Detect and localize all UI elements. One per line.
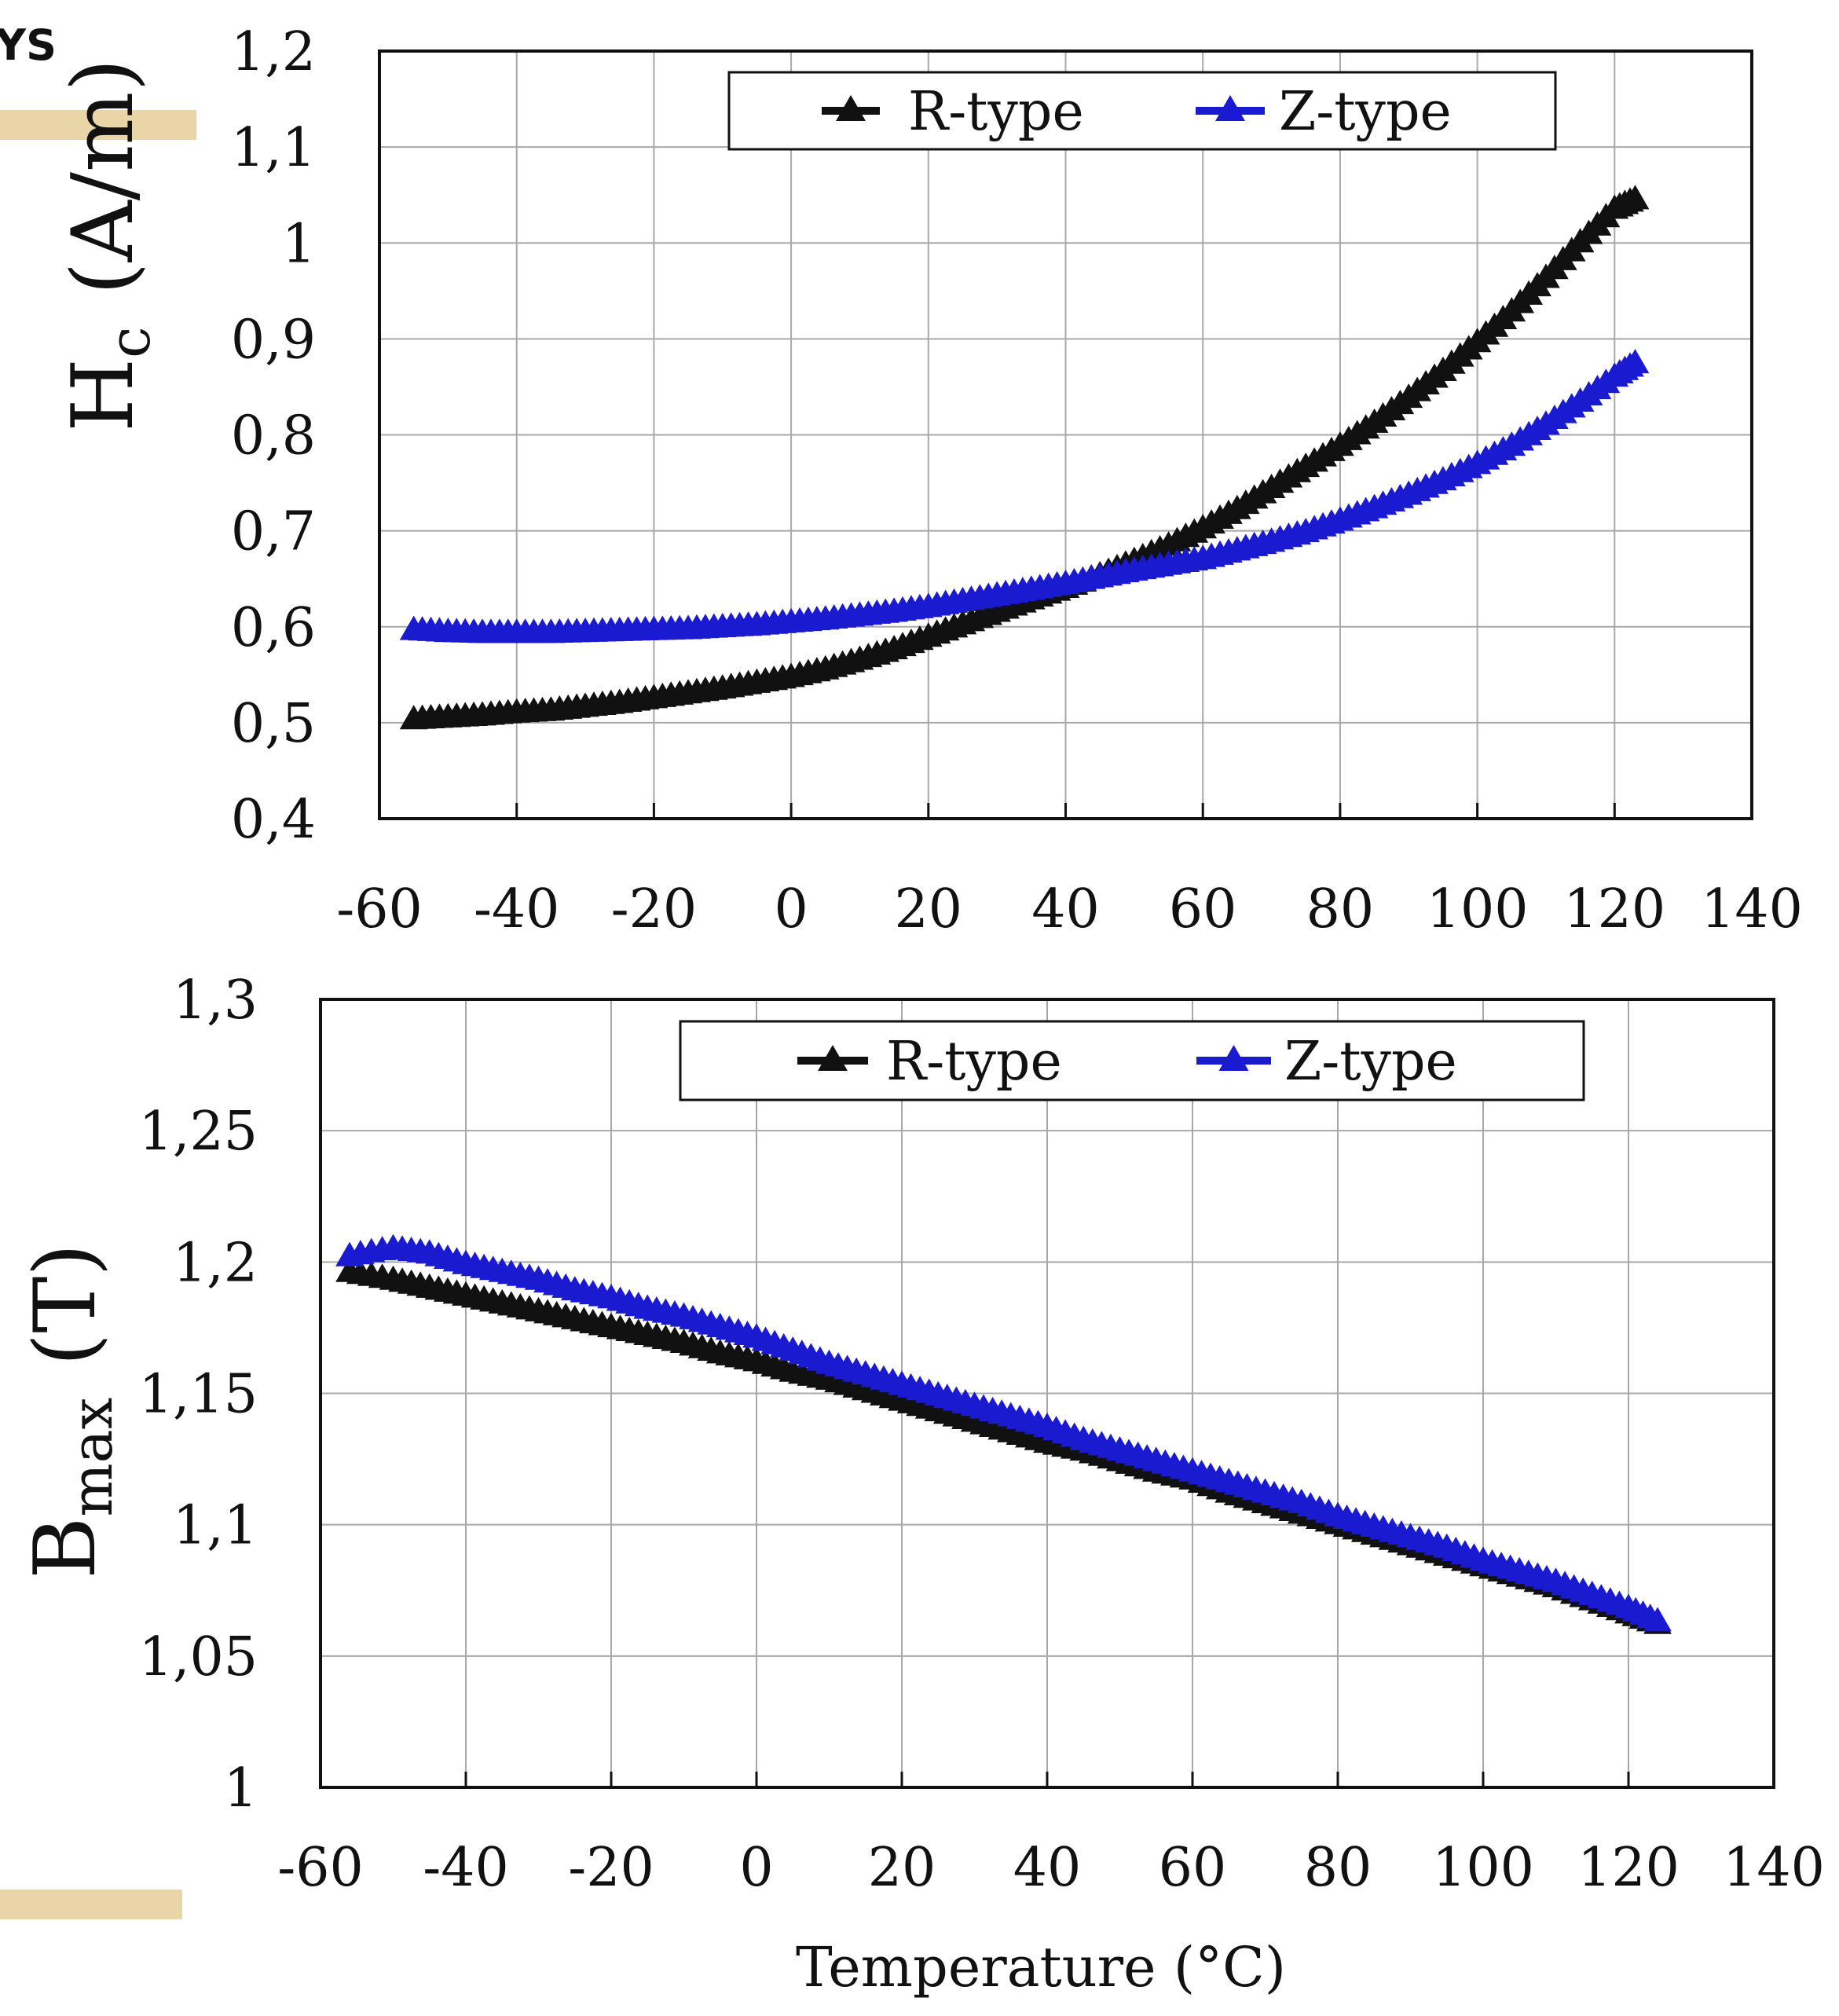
y-tick-label: 0,5 bbox=[231, 693, 316, 755]
y-tick-label: 1,2 bbox=[173, 1232, 258, 1294]
data-point-r-type bbox=[1621, 185, 1650, 210]
hc-ylabel-main: H bbox=[54, 358, 152, 432]
hc-ylabel-unit: (A/m) bbox=[54, 58, 152, 295]
x-tick-label: 120 bbox=[1563, 878, 1665, 940]
legend-marker-z-type bbox=[1218, 1045, 1249, 1071]
y-tick-label: 1,2 bbox=[231, 21, 316, 83]
bmax-plot-frame bbox=[319, 998, 1775, 1789]
y-tick-label: 1,25 bbox=[139, 1101, 258, 1163]
x-tick-label: -60 bbox=[336, 878, 423, 940]
x-tick-label: -40 bbox=[423, 1837, 509, 1899]
x-tick-label: 120 bbox=[1577, 1837, 1680, 1899]
y-tick-label: 0,7 bbox=[231, 501, 316, 563]
bmax-grid bbox=[321, 999, 1774, 1787]
x-tick-label: 0 bbox=[774, 878, 808, 940]
y-tick-label: 1 bbox=[282, 213, 316, 275]
data-point-z-type bbox=[1621, 349, 1650, 374]
hc-ylabel-sub: c bbox=[97, 326, 163, 357]
bmax-ylabel-unit: (T) bbox=[16, 1244, 115, 1366]
legend-label-z-type: Z-type bbox=[1284, 1031, 1457, 1093]
legend-label-r-type: R-type bbox=[886, 1031, 1062, 1093]
x-tick-label: 100 bbox=[1427, 878, 1529, 940]
hc-grid bbox=[379, 51, 1752, 819]
hc-x-ticks: -60 -40 -20 0 20 40 60 80 100 120 140 bbox=[336, 878, 1803, 940]
x-tick-label: 20 bbox=[895, 878, 963, 940]
bmax-y-axis-label: Bmax (T) bbox=[16, 1244, 125, 1580]
x-tick-label: 40 bbox=[1013, 1837, 1082, 1899]
x-tick-label: 60 bbox=[1159, 1837, 1227, 1899]
hc-chart: 0,4 0,5 0,6 0,7 0,8 0,9 1 1,1 1,2 -60 -40 -20 0 20 40… bbox=[54, 21, 1803, 940]
x-tick-label: -20 bbox=[611, 878, 698, 940]
y-tick-label: 1,3 bbox=[173, 970, 258, 1032]
hc-y-axis-label: Hc (A/m) bbox=[54, 58, 163, 432]
decorative-bar-bottom bbox=[0, 1890, 182, 1919]
hc-legend: R-type Z-type bbox=[727, 71, 1557, 151]
x-tick-label: 80 bbox=[1304, 1837, 1372, 1899]
y-tick-label: 1,1 bbox=[231, 117, 316, 179]
y-tick-label: 0,9 bbox=[231, 309, 316, 371]
hc-legend-item-z-type: Z-type bbox=[1196, 81, 1452, 143]
y-tick-label: 1,15 bbox=[139, 1364, 258, 1426]
hc-y-ticks: 0,4 0,5 0,6 0,7 0,8 0,9 1 1,1 1,2 bbox=[231, 21, 316, 851]
bmax-series bbox=[335, 1233, 1672, 1634]
y-tick-label: 0,6 bbox=[231, 597, 316, 659]
bmax-y-ticks: 1 1,05 1,1 1,15 1,2 1,25 1,3 bbox=[139, 970, 258, 1820]
x-tick-label: 140 bbox=[1723, 1837, 1825, 1899]
y-tick-label: 1 bbox=[224, 1758, 258, 1820]
bmax-x-ticks: -60 -40 -20 0 20 40 60 80 100 120 140 bbox=[277, 1837, 1825, 1899]
bmax-legend-item-r-type: R-type bbox=[797, 1031, 1062, 1093]
legend-label-z-type: Z-type bbox=[1279, 81, 1452, 143]
decorative-bar-top bbox=[0, 110, 196, 140]
legend-marker-r-type bbox=[836, 95, 866, 121]
x-tick-label: 80 bbox=[1306, 878, 1375, 940]
x-tick-label: 140 bbox=[1701, 878, 1803, 940]
bmax-legend: R-type Z-type bbox=[679, 1020, 1585, 1101]
bmax-x-axis-label: Temperature (°C) bbox=[796, 1935, 1286, 2000]
hc-plot-frame bbox=[378, 49, 1753, 820]
x-tick-label: 20 bbox=[868, 1837, 936, 1899]
y-tick-label: 0,4 bbox=[231, 789, 316, 851]
x-tick-label: 60 bbox=[1169, 878, 1237, 940]
bmax-legend-item-z-type: Z-type bbox=[1196, 1031, 1457, 1093]
corner-fragment-text: YS bbox=[0, 20, 57, 70]
x-tick-label: 0 bbox=[739, 1837, 773, 1899]
bmax-chart: 1 1,05 1,1 1,15 1,2 1,25 1,3 -60 -40 -20 0 20 40 60 8… bbox=[16, 970, 1825, 2000]
bmax-ylabel-sub: max bbox=[59, 1398, 125, 1517]
y-tick-label: 0,8 bbox=[231, 405, 316, 467]
x-tick-label: 40 bbox=[1031, 878, 1100, 940]
data-point-z-type bbox=[1643, 1607, 1672, 1632]
x-tick-label: -40 bbox=[474, 878, 560, 940]
hc-series bbox=[399, 185, 1650, 730]
y-tick-label: 1,1 bbox=[173, 1495, 258, 1557]
hc-legend-item-r-type: R-type bbox=[822, 81, 1084, 143]
bmax-ylabel-main: B bbox=[16, 1517, 115, 1579]
x-tick-label: -60 bbox=[277, 1837, 364, 1899]
legend-marker-z-type bbox=[1215, 95, 1245, 121]
x-tick-label: -20 bbox=[568, 1837, 654, 1899]
legend-marker-r-type bbox=[818, 1045, 848, 1071]
y-tick-label: 1,05 bbox=[139, 1626, 258, 1688]
x-tick-label: 100 bbox=[1432, 1837, 1534, 1899]
legend-label-r-type: R-type bbox=[908, 81, 1084, 143]
